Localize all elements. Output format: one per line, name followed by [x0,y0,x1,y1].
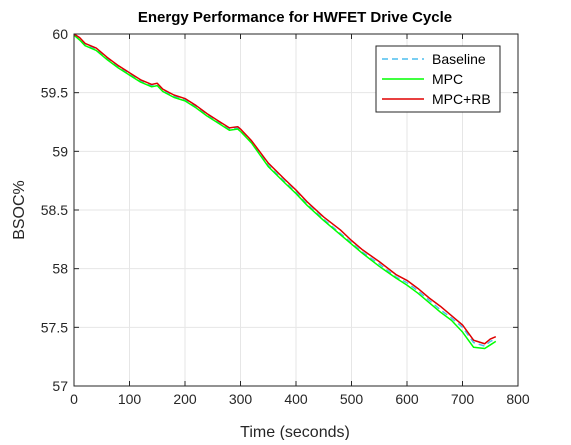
legend-label: Baseline [432,51,486,67]
y-tick-label: 59.5 [41,85,68,101]
y-tick-label: 58 [52,261,68,277]
x-tick-label: 100 [118,391,142,407]
x-tick-label: 400 [284,391,308,407]
legend-label: MPC [432,71,463,87]
x-tick-label: 200 [173,391,197,407]
x-tick-label: 500 [340,391,364,407]
x-tick-label: 600 [395,391,419,407]
x-axis-label: Time (seconds) [240,424,350,440]
series-line-baseline [73,33,497,347]
y-tick-label: 59 [52,143,68,159]
x-tick-label: 300 [229,391,253,407]
legend-label: MPC+RB [432,91,491,107]
y-axis-label: BSOC% [11,180,28,240]
chart-title: Energy Performance for HWFET Drive Cycle [138,9,452,26]
y-tick-label: 58.5 [41,202,68,218]
series-line-mpc [73,34,497,350]
y-tick-label: 57 [52,378,68,394]
y-tick-label: 57.5 [41,319,68,335]
x-tick-label: 800 [506,391,530,407]
legend: Baseline MPC MPC+RB [375,45,501,113]
x-tick-label: 0 [70,391,78,407]
y-tick-label: 60 [52,26,68,42]
series-line-mpc-rb [73,33,497,345]
x-tick-label: 700 [451,391,475,407]
